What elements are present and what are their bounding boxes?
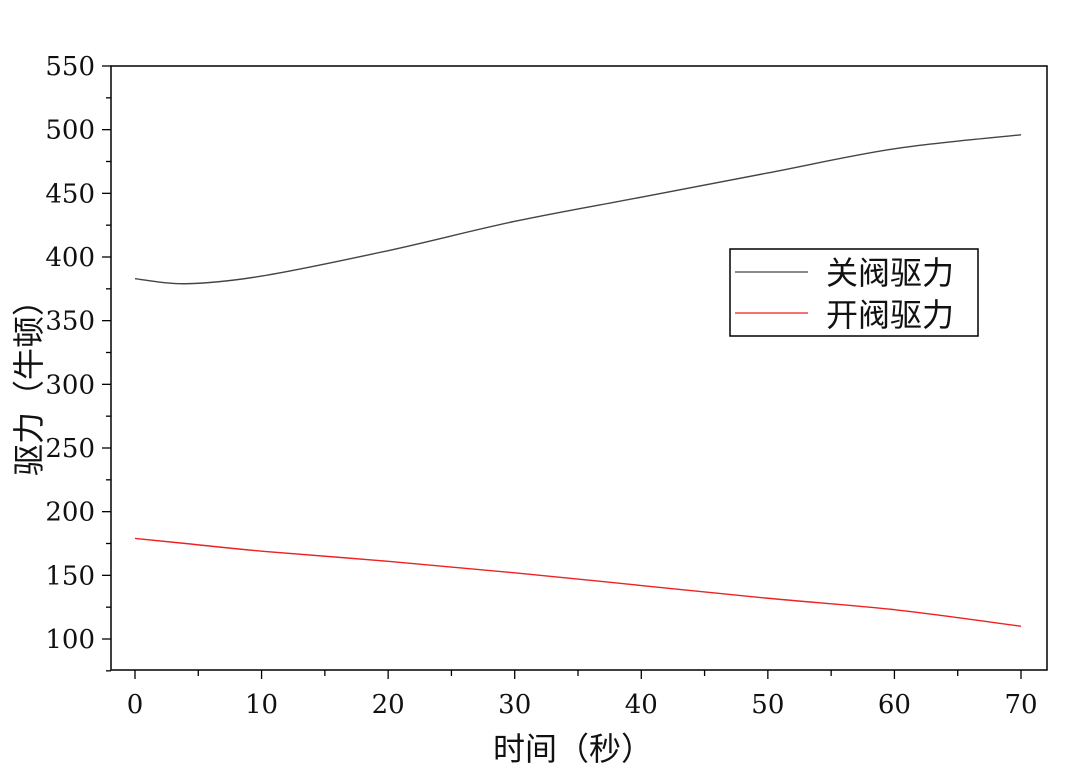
- y-tick-label: 250: [45, 434, 95, 464]
- y-tick-label: 400: [45, 243, 95, 273]
- x-tick-label: 10: [245, 690, 278, 720]
- y-tick-label: 550: [45, 52, 95, 82]
- series-open-valve-line: [134, 537, 1022, 627]
- x-axis-title: 时间（秒）: [493, 730, 653, 766]
- x-tick-label: 20: [372, 690, 405, 720]
- y-tick-label: 350: [45, 307, 95, 337]
- x-tick-label: 40: [625, 690, 658, 720]
- plot-area: [110, 65, 1048, 671]
- x-tick-label: 60: [878, 690, 911, 720]
- y-tick-label: 500: [45, 116, 95, 146]
- x-tick-label: 0: [127, 690, 144, 720]
- y-axis-title: 驱力（牛顿）: [10, 284, 48, 476]
- y-axis: 100 150 200 250 300 350 400 450 500 550: [45, 52, 111, 672]
- y-tick-label: 100: [45, 625, 95, 655]
- y-tick-label: 150: [45, 561, 95, 591]
- legend-label-close: 关阀驱力: [826, 254, 954, 292]
- y-tick-label: 200: [45, 498, 95, 528]
- x-axis: 0 10 20 30 40 50 60 70: [127, 670, 1038, 720]
- x-tick-label: 50: [751, 690, 784, 720]
- legend-box: [729, 248, 979, 337]
- legend: 关阀驱力 开阀驱力: [729, 248, 979, 337]
- series-close-valve-line: [134, 134, 1022, 285]
- x-tick-label: 30: [498, 690, 531, 720]
- legend-label-open: 开阀驱力: [826, 296, 954, 334]
- series-lines: [134, 134, 1022, 627]
- x-tick-label: 70: [1004, 690, 1037, 720]
- y-tick-label: 450: [45, 179, 95, 209]
- y-tick-label: 300: [45, 370, 95, 400]
